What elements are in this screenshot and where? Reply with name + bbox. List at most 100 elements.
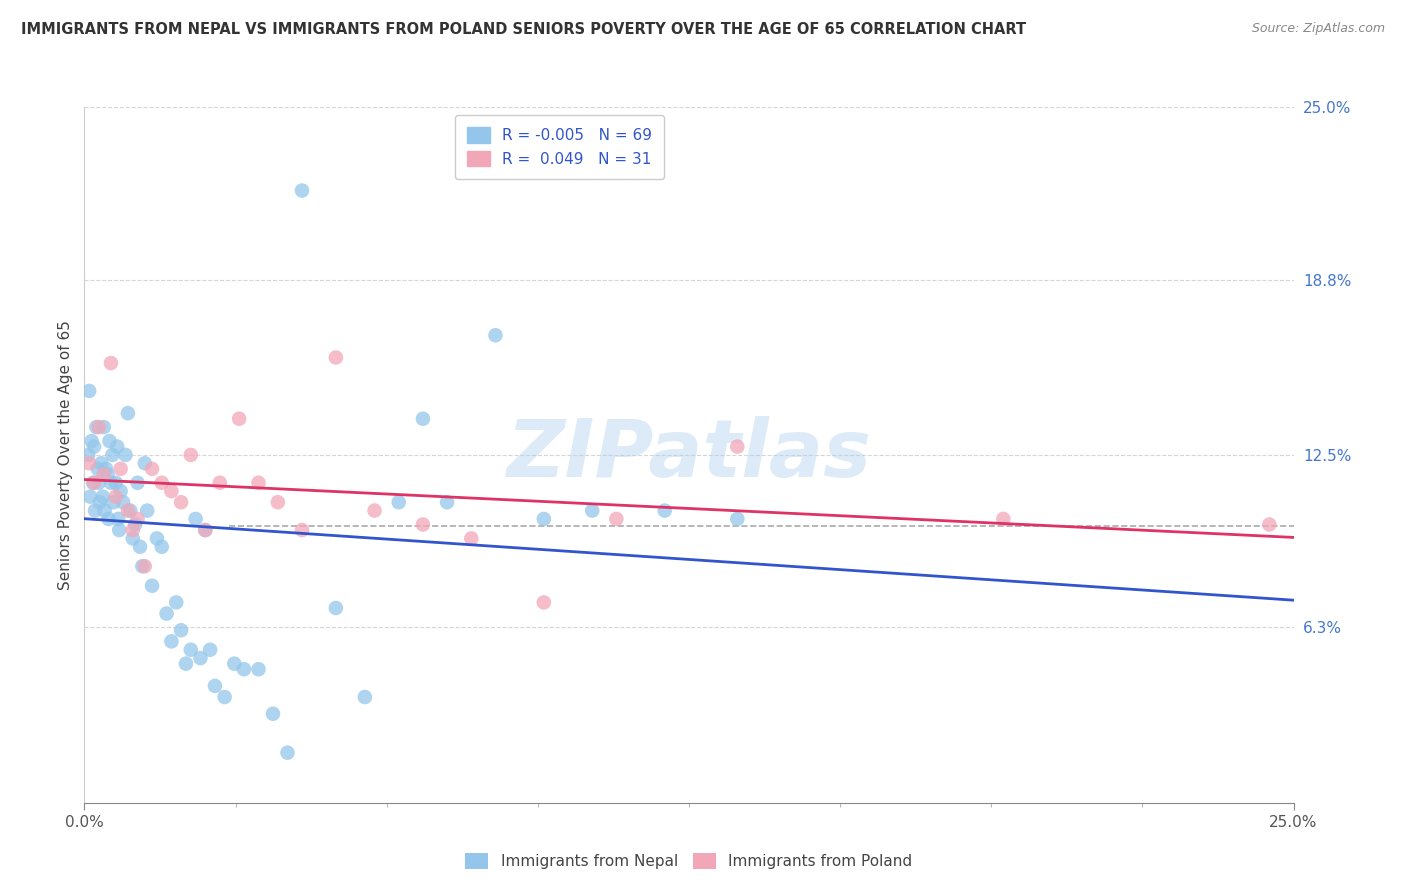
Point	[136, 503, 159, 517]
Point	[101, 448, 124, 462]
Point	[180, 642, 202, 657]
Point	[141, 462, 163, 476]
Point	[993, 512, 1015, 526]
Point	[110, 462, 132, 476]
Point	[204, 679, 226, 693]
Point	[194, 523, 217, 537]
Point	[89, 495, 111, 509]
Point	[1258, 517, 1281, 532]
Text: ZIPatlas: ZIPatlas	[506, 416, 872, 494]
Point	[170, 624, 193, 638]
Point	[82, 475, 104, 490]
Point	[112, 495, 135, 509]
Point	[77, 456, 100, 470]
Point	[110, 484, 132, 499]
Point	[77, 448, 100, 462]
Point	[83, 475, 105, 490]
Point	[267, 495, 290, 509]
Point	[208, 475, 231, 490]
Point	[97, 512, 120, 526]
Point	[79, 490, 101, 504]
Point	[100, 475, 122, 490]
Point	[93, 503, 115, 517]
Point	[121, 523, 143, 537]
Point	[388, 495, 411, 509]
Point	[150, 475, 173, 490]
Point	[121, 532, 143, 546]
Point	[174, 657, 197, 671]
Point	[247, 475, 270, 490]
Point	[581, 503, 603, 517]
Point	[160, 634, 183, 648]
Point	[93, 467, 115, 482]
Point	[127, 512, 149, 526]
Point	[98, 434, 121, 448]
Point	[412, 517, 434, 532]
Point	[247, 662, 270, 676]
Legend: Immigrants from Nepal, Immigrants from Poland: Immigrants from Nepal, Immigrants from P…	[460, 847, 918, 875]
Point	[117, 503, 139, 517]
Point	[484, 328, 506, 343]
Point	[533, 512, 555, 526]
Point	[117, 406, 139, 420]
Point	[198, 642, 221, 657]
Point	[276, 746, 298, 760]
Text: IMMIGRANTS FROM NEPAL VS IMMIGRANTS FROM POLAND SENIORS POVERTY OVER THE AGE OF : IMMIGRANTS FROM NEPAL VS IMMIGRANTS FROM…	[21, 22, 1026, 37]
Point	[77, 384, 100, 398]
Point	[184, 512, 207, 526]
Point	[90, 456, 112, 470]
Point	[214, 690, 236, 704]
Point	[325, 351, 347, 365]
Point	[127, 475, 149, 490]
Point	[134, 456, 156, 470]
Point	[160, 484, 183, 499]
Point	[194, 523, 217, 537]
Point	[100, 356, 122, 370]
Point	[87, 420, 110, 434]
Point	[725, 512, 748, 526]
Point	[105, 440, 128, 454]
Point	[180, 448, 202, 462]
Point	[291, 523, 314, 537]
Point	[155, 607, 177, 621]
Point	[87, 475, 110, 490]
Point	[228, 411, 250, 425]
Point	[146, 532, 169, 546]
Point	[262, 706, 284, 721]
Y-axis label: Seniors Poverty Over the Age of 65: Seniors Poverty Over the Age of 65	[58, 320, 73, 590]
Point	[104, 475, 127, 490]
Point	[150, 540, 173, 554]
Point	[165, 595, 187, 609]
Point	[97, 467, 120, 482]
Point	[129, 540, 152, 554]
Point	[91, 490, 114, 504]
Point	[80, 434, 103, 448]
Point	[94, 462, 117, 476]
Point	[114, 448, 136, 462]
Point	[141, 579, 163, 593]
Point	[224, 657, 246, 671]
Point	[325, 601, 347, 615]
Point	[654, 503, 676, 517]
Point	[436, 495, 458, 509]
Point	[124, 517, 146, 532]
Point	[533, 595, 555, 609]
Point	[170, 495, 193, 509]
Point	[107, 512, 129, 526]
Point	[291, 184, 314, 198]
Text: Source: ZipAtlas.com: Source: ZipAtlas.com	[1251, 22, 1385, 36]
Point	[190, 651, 212, 665]
Point	[93, 420, 115, 434]
Point	[103, 495, 125, 509]
Point	[412, 411, 434, 425]
Point	[104, 490, 127, 504]
Point	[460, 532, 482, 546]
Point	[354, 690, 377, 704]
Point	[83, 440, 105, 454]
Point	[131, 559, 153, 574]
Point	[120, 503, 142, 517]
Point	[725, 440, 748, 454]
Point	[87, 462, 110, 476]
Point	[84, 503, 107, 517]
Point	[134, 559, 156, 574]
